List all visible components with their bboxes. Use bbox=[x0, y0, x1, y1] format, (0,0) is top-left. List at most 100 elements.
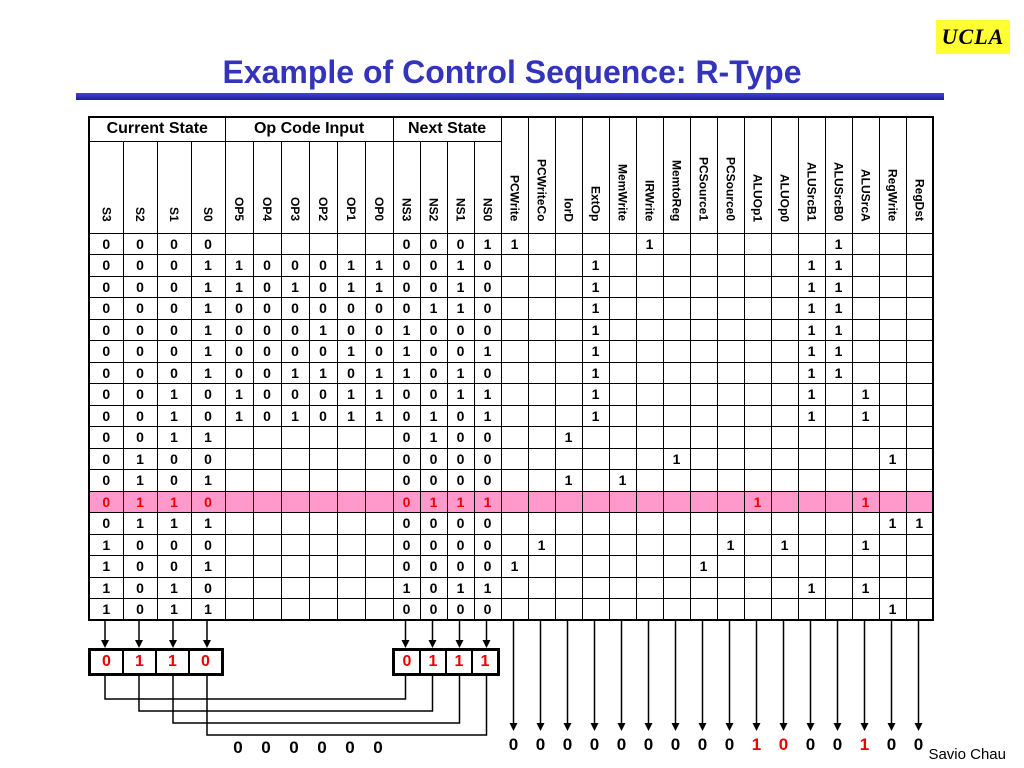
table-cell bbox=[500, 512, 529, 535]
feedback-wire bbox=[138, 676, 434, 712]
table-cell bbox=[500, 533, 529, 556]
table-cell bbox=[635, 404, 664, 427]
table-cell bbox=[224, 469, 254, 492]
table-cell: 1 bbox=[190, 512, 226, 535]
table-cell: 1 bbox=[364, 404, 394, 427]
table-cell bbox=[635, 533, 664, 556]
opcode-input-value: 0 bbox=[233, 738, 243, 757]
table-cell bbox=[824, 533, 853, 556]
table-cell bbox=[878, 555, 907, 578]
table-cell bbox=[851, 447, 880, 470]
table-cell: 1 bbox=[88, 598, 124, 621]
table-cell: 0 bbox=[122, 254, 158, 277]
table-cell bbox=[905, 490, 934, 513]
table-cell bbox=[608, 383, 637, 406]
table-cell: 0 bbox=[419, 447, 448, 470]
table-cell bbox=[554, 361, 583, 384]
table-cell bbox=[224, 576, 254, 599]
table-cell: 1 bbox=[581, 318, 610, 341]
table-cell: 0 bbox=[473, 318, 502, 341]
table-cell bbox=[716, 576, 745, 599]
table-cell bbox=[770, 490, 799, 513]
table-cell: 0 bbox=[308, 275, 338, 298]
bit-column-label: OP0 bbox=[372, 197, 387, 222]
table-cell bbox=[905, 275, 934, 298]
table-cell: 0 bbox=[88, 297, 124, 320]
table-cell: 0 bbox=[88, 447, 124, 470]
table-cell: 1 bbox=[851, 404, 880, 427]
table-cell: 1 bbox=[308, 361, 338, 384]
table-cell: 1 bbox=[190, 469, 226, 492]
table-cell: 0 bbox=[419, 254, 448, 277]
table-cell: 1 bbox=[156, 576, 192, 599]
table-cell: 0 bbox=[252, 297, 282, 320]
table-cell: 1 bbox=[392, 361, 421, 384]
table-cell bbox=[662, 404, 691, 427]
next-state-bit-arrow-head bbox=[482, 640, 491, 648]
table-cell bbox=[878, 490, 907, 513]
table-cell: 0 bbox=[446, 555, 475, 578]
table-cell bbox=[224, 447, 254, 470]
table-cell: 0 bbox=[446, 404, 475, 427]
signal-output-value: 0 bbox=[616, 735, 627, 754]
table-cell bbox=[878, 232, 907, 255]
table-cell bbox=[878, 340, 907, 363]
table-cell bbox=[689, 512, 718, 535]
table-cell bbox=[581, 512, 610, 535]
table-cell bbox=[336, 426, 366, 449]
table-cell bbox=[500, 275, 529, 298]
table-cell: 0 bbox=[156, 555, 192, 578]
table-cell bbox=[224, 598, 254, 621]
table-cell bbox=[581, 533, 610, 556]
table-cell bbox=[554, 318, 583, 341]
table-cell bbox=[716, 254, 745, 277]
table-cell: 1 bbox=[473, 232, 502, 255]
table-cell: 1 bbox=[797, 297, 826, 320]
bit-column-label: OP1 bbox=[344, 197, 359, 222]
table-cell bbox=[662, 297, 691, 320]
signal-output-value: 0 bbox=[535, 735, 546, 754]
table-cell: 0 bbox=[88, 404, 124, 427]
signal-output-arrow-head bbox=[590, 723, 599, 731]
bit-column-header: S3 bbox=[88, 140, 124, 234]
table-cell: 1 bbox=[190, 275, 226, 298]
table-cell: 0 bbox=[156, 318, 192, 341]
table-cell: 1 bbox=[122, 512, 158, 535]
table-cell bbox=[336, 576, 366, 599]
table-cell: 0 bbox=[419, 340, 448, 363]
table-cell bbox=[364, 576, 394, 599]
table-cell: 1 bbox=[224, 254, 254, 277]
table-cell bbox=[743, 361, 772, 384]
signal-output-value: 0 bbox=[670, 735, 681, 754]
table-cell bbox=[308, 598, 338, 621]
table-cell bbox=[280, 555, 310, 578]
table-cell: 1 bbox=[156, 426, 192, 449]
table-cell: 1 bbox=[446, 361, 475, 384]
table-cell: 1 bbox=[190, 361, 226, 384]
bit-column-header: S1 bbox=[156, 140, 192, 234]
table-cell bbox=[500, 490, 529, 513]
table-cell bbox=[554, 404, 583, 427]
table-cell: 1 bbox=[473, 383, 502, 406]
table-cell: 0 bbox=[224, 318, 254, 341]
table-cell: 0 bbox=[419, 383, 448, 406]
table-cell: 0 bbox=[190, 232, 226, 255]
table-cell bbox=[527, 598, 556, 621]
table-cell: 0 bbox=[190, 533, 226, 556]
table-cell: 1 bbox=[419, 490, 448, 513]
table-cell bbox=[689, 383, 718, 406]
table-cell bbox=[878, 275, 907, 298]
state-bit-arrow-head bbox=[135, 640, 143, 648]
table-cell: 0 bbox=[419, 555, 448, 578]
bit-column-header: NS1 bbox=[446, 140, 475, 234]
table-cell bbox=[336, 533, 366, 556]
table-cell bbox=[308, 490, 338, 513]
table-cell bbox=[716, 555, 745, 578]
signal-output-value: 1 bbox=[751, 735, 762, 754]
table-cell bbox=[608, 555, 637, 578]
table-cell bbox=[878, 426, 907, 449]
table-cell bbox=[851, 297, 880, 320]
table-cell bbox=[635, 318, 664, 341]
